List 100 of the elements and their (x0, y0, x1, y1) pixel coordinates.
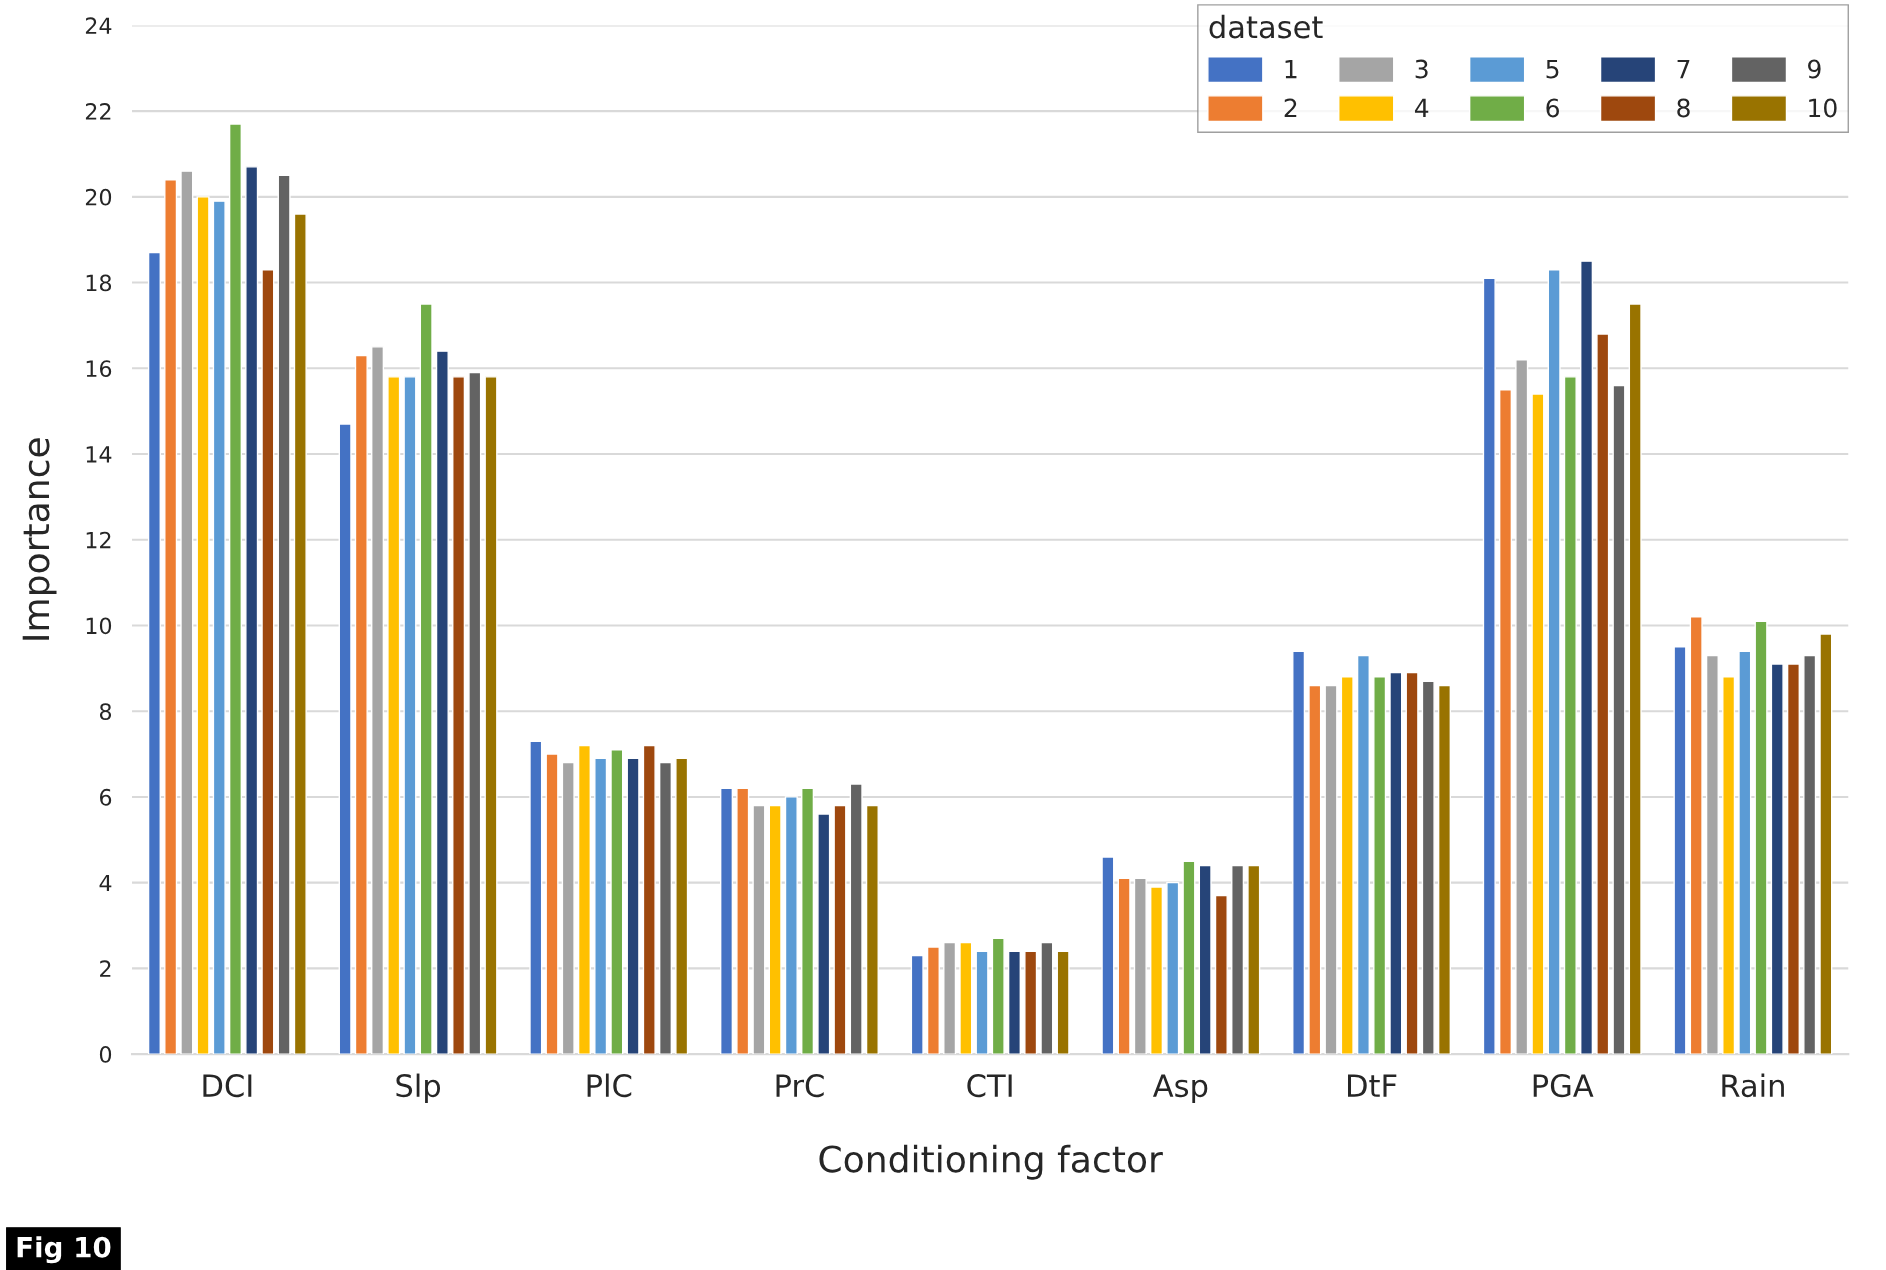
x-tick-label: PGA (1533, 1074, 1594, 1098)
legend-label: 5 (1546, 59, 1559, 79)
bar (338, 423, 352, 1055)
bar (1580, 260, 1594, 1055)
bar (626, 757, 640, 1055)
bar (1024, 950, 1038, 1055)
bar (435, 350, 449, 1055)
legend-label: 1 (1285, 59, 1297, 79)
bar (1324, 684, 1338, 1055)
bar (736, 787, 750, 1055)
bar (1705, 654, 1719, 1055)
bar (1405, 671, 1419, 1055)
y-tick-label: 18 (86, 274, 112, 292)
bar (354, 354, 368, 1055)
bar (484, 376, 498, 1055)
bar (1101, 856, 1115, 1055)
bar (1389, 671, 1403, 1055)
bar (1612, 384, 1626, 1055)
bar (675, 757, 689, 1055)
bar (147, 251, 161, 1055)
bar (1040, 941, 1054, 1055)
bar (1214, 894, 1228, 1055)
bar (865, 804, 879, 1055)
bar (926, 946, 940, 1055)
bar (403, 376, 417, 1055)
bar (1166, 881, 1180, 1055)
bar (1117, 877, 1131, 1055)
legend-title: dataset (1209, 14, 1323, 39)
bar (642, 744, 656, 1055)
y-tick-label: 0 (99, 1046, 112, 1063)
x-axis-title: Conditioning factor (819, 1144, 1163, 1180)
bar (1007, 950, 1021, 1055)
y-tick-label: 8 (99, 703, 112, 720)
bar (943, 941, 957, 1055)
bar (1803, 654, 1817, 1055)
bar (1340, 676, 1354, 1055)
bar (1770, 663, 1784, 1055)
bar (1754, 620, 1768, 1055)
bar (245, 166, 259, 1055)
bar (561, 761, 575, 1055)
bar (784, 796, 798, 1055)
bar (452, 376, 466, 1055)
bar (1356, 654, 1370, 1055)
y-tick-label: 22 (85, 103, 111, 120)
legend-label: 9 (1808, 59, 1821, 79)
bar (1482, 277, 1496, 1055)
bar (1292, 650, 1306, 1055)
y-tick-label: 16 (86, 360, 112, 378)
bar (658, 761, 673, 1055)
y-tick-label: 6 (99, 788, 112, 806)
bar (1231, 864, 1245, 1055)
bar (752, 804, 766, 1055)
y-tick-label: 2 (100, 960, 111, 977)
x-tick-label: CTI (967, 1074, 1012, 1098)
caption: Fig 10 (17, 1236, 111, 1264)
x-tick-label: Slp (396, 1073, 441, 1104)
bar (1437, 684, 1452, 1055)
legend-label: 2 (1284, 98, 1297, 118)
x-tick-label: Rain (1722, 1073, 1784, 1098)
bar (719, 787, 734, 1055)
x-tick-label: DCI (203, 1074, 252, 1098)
bar (1373, 676, 1387, 1055)
bar (1150, 886, 1164, 1055)
legend-label: 10 (1809, 98, 1837, 118)
bar (545, 753, 559, 1055)
bar (1819, 633, 1833, 1055)
bar (991, 937, 1005, 1055)
bar (419, 303, 433, 1055)
legend-label: 6 (1546, 98, 1559, 118)
y-tick-label: 10 (86, 617, 112, 635)
bar (1198, 864, 1212, 1055)
bar (529, 740, 543, 1055)
legend-label: 4 (1414, 98, 1429, 118)
bar (1498, 389, 1513, 1055)
bar (371, 346, 385, 1055)
bar (1133, 877, 1147, 1055)
x-tick-label: PlC (587, 1073, 632, 1098)
y-tick-label: 24 (85, 17, 112, 34)
bar (1722, 676, 1736, 1055)
bar (196, 196, 210, 1055)
x-tick-label: PrC (776, 1074, 824, 1098)
bar (1547, 269, 1561, 1055)
bar (594, 757, 608, 1055)
bar (1596, 333, 1610, 1055)
bar (1247, 864, 1261, 1055)
bar (180, 170, 194, 1055)
bar (164, 179, 178, 1055)
bar (975, 950, 989, 1055)
bar (261, 269, 275, 1055)
bar (1421, 680, 1435, 1055)
y-tick-label: 14 (86, 446, 112, 463)
bar (212, 200, 226, 1055)
bar (1786, 663, 1800, 1055)
x-tick-label: DtF (1348, 1074, 1397, 1097)
bar (801, 787, 815, 1055)
bar (1689, 616, 1703, 1055)
legend-label: 7 (1677, 59, 1690, 79)
bar (293, 213, 307, 1055)
y-axis-title: Importance (22, 438, 57, 640)
bar (849, 783, 863, 1055)
